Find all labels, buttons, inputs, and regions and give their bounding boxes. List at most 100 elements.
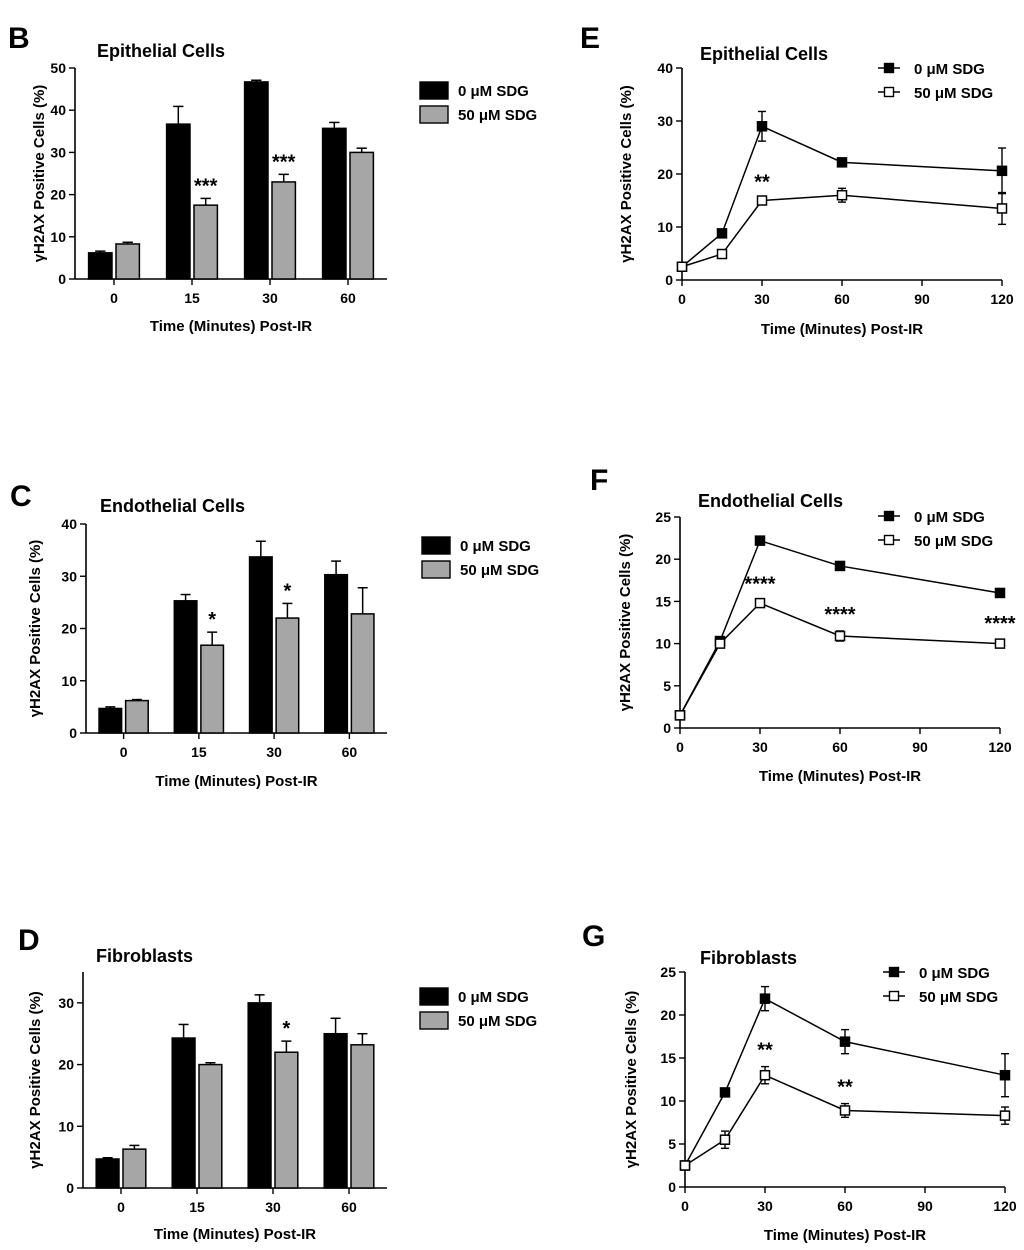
bar-50uM [350, 1044, 375, 1189]
y-axis-label: γH2AX Positive Cells (%) [618, 85, 635, 263]
legend-label: 50 μM SDG [458, 107, 537, 124]
bar-50uM [274, 1051, 299, 1189]
panel-label: D [18, 924, 40, 957]
legend-swatch-50uM [419, 105, 449, 124]
panel-label: G [582, 920, 605, 953]
point-50uM [719, 1134, 731, 1145]
point-50uM [996, 203, 1008, 214]
y-axis-label: γH2AX Positive Cells (%) [27, 991, 44, 1169]
x-tick-label: 0 [676, 739, 684, 755]
point-50uM [756, 195, 768, 206]
y-axis-label: γH2AX Positive Cells (%) [623, 991, 640, 1169]
panel-d: 0 10 20 30 D Fibroblasts Time (Minutes) Post-I… [18, 924, 537, 1243]
panel-label: E [580, 22, 600, 55]
panel-label: C [10, 480, 32, 513]
y-tick-label: 20 [58, 1057, 74, 1073]
x-axis-label: Time (Minutes) Post-IR [764, 1227, 926, 1244]
legend: 0 μM SDG 50 μM SDG [419, 987, 537, 1030]
point-50uM [754, 597, 766, 609]
legend-label: 50 μM SDG [458, 1013, 537, 1030]
y-axis-label: γH2AX Positive Cells (%) [617, 534, 634, 712]
legend-label: 0 μM SDG [914, 61, 985, 78]
y-tick-label: 30 [50, 144, 66, 160]
significance-marker: * [208, 609, 216, 631]
point-0uM [996, 165, 1008, 177]
point-0uM [756, 121, 768, 132]
x-tick-label: 0 [110, 290, 118, 306]
point-0uM [999, 1069, 1011, 1081]
bar-50uM [275, 617, 300, 734]
legend: 0 μM SDG 50 μM SDG [883, 965, 998, 1006]
significance-marker: * [283, 1018, 291, 1040]
x-tick-label: 120 [990, 291, 1014, 307]
legend-label: 0 μM SDG [458, 83, 529, 100]
panel-e: 0 10 20 30 40 E Epithelial Cells Time (Minutes)… [580, 22, 1014, 338]
y-tick-label: 25 [660, 964, 676, 980]
bar-0uM [98, 707, 123, 734]
x-tick-label: 30 [752, 739, 768, 755]
y-tick-label: 10 [61, 673, 77, 689]
point-0uM [716, 228, 728, 239]
x-tick-label: 90 [917, 1198, 933, 1214]
y-tick-label: 0 [668, 1179, 676, 1195]
significance-marker: ** [757, 1040, 773, 1062]
point-50uM [676, 261, 688, 272]
y-tick-label: 10 [657, 219, 673, 235]
point-50uM [839, 1105, 851, 1116]
y-tick-label: 5 [668, 1136, 676, 1152]
bar-50uM [349, 151, 375, 280]
y-tick-label: 5 [663, 678, 671, 694]
x-axis-label: Time (Minutes) Post-IR [155, 773, 317, 790]
point-50uM [836, 189, 848, 201]
point-50uM [679, 1160, 691, 1171]
x-tick-label: 30 [266, 744, 282, 760]
y-tick-label: 0 [58, 271, 66, 287]
x-tick-label: 15 [189, 1199, 205, 1215]
point-50uM [999, 1110, 1011, 1121]
bar-50uM [350, 613, 375, 734]
legend-marker-50uM [883, 534, 895, 546]
y-tick-label: 20 [50, 187, 66, 203]
x-tick-label: 60 [342, 744, 358, 760]
bar-50uM [115, 243, 141, 280]
legend-label: 50 μM SDG [914, 85, 993, 102]
bar-0uM [171, 1037, 196, 1189]
legend-marker-0uM [883, 510, 895, 522]
legend: 0 μM SDG 50 μM SDG [878, 61, 993, 102]
legend-label: 50 μM SDG [460, 562, 539, 579]
x-tick-label: 60 [341, 1199, 357, 1215]
y-tick-label: 30 [657, 113, 673, 129]
x-tick-label: 60 [832, 739, 848, 755]
y-tick-label: 0 [66, 1180, 74, 1196]
y-tick-label: 40 [50, 102, 66, 118]
bar-50uM [200, 644, 225, 734]
point-50uM [714, 638, 726, 649]
significance-marker: ** [754, 171, 770, 193]
point-50uM [716, 248, 728, 260]
panel-g: 0 5 10 15 20 25 G Fibroblasts Time (Minutes) Pos… [582, 920, 1017, 1244]
x-tick-label: 0 [678, 291, 686, 307]
panel-f: 0 5 10 15 20 25 F Endothelial Cells Time (Minute… [590, 464, 1016, 785]
bar-0uM [173, 600, 198, 734]
significance-marker: **** [744, 574, 775, 596]
y-tick-label: 10 [655, 636, 671, 652]
panel-c: 0 10 20 30 40 C Endothelial Cells Time (Minutes… [10, 480, 539, 790]
x-tick-label: 15 [184, 290, 200, 306]
bar-0uM [95, 1158, 120, 1189]
point-0uM [994, 587, 1006, 599]
point-0uM [839, 1036, 851, 1047]
bar-0uM [243, 81, 269, 280]
legend-marker-50uM [883, 86, 895, 98]
bar-0uM [323, 1032, 348, 1189]
bar-50uM [193, 204, 219, 280]
point-0uM [719, 1087, 731, 1098]
y-tick-label: 10 [58, 1118, 74, 1134]
y-tick-label: 25 [655, 509, 671, 525]
y-tick-label: 40 [61, 516, 77, 532]
x-tick-label: 0 [117, 1199, 125, 1215]
x-axis-label: Time (Minutes) Post-IR [150, 318, 312, 335]
panel-label: B [8, 22, 30, 55]
x-tick-label: 60 [837, 1198, 853, 1214]
x-tick-label: 30 [265, 1199, 281, 1215]
x-tick-label: 0 [681, 1198, 689, 1214]
